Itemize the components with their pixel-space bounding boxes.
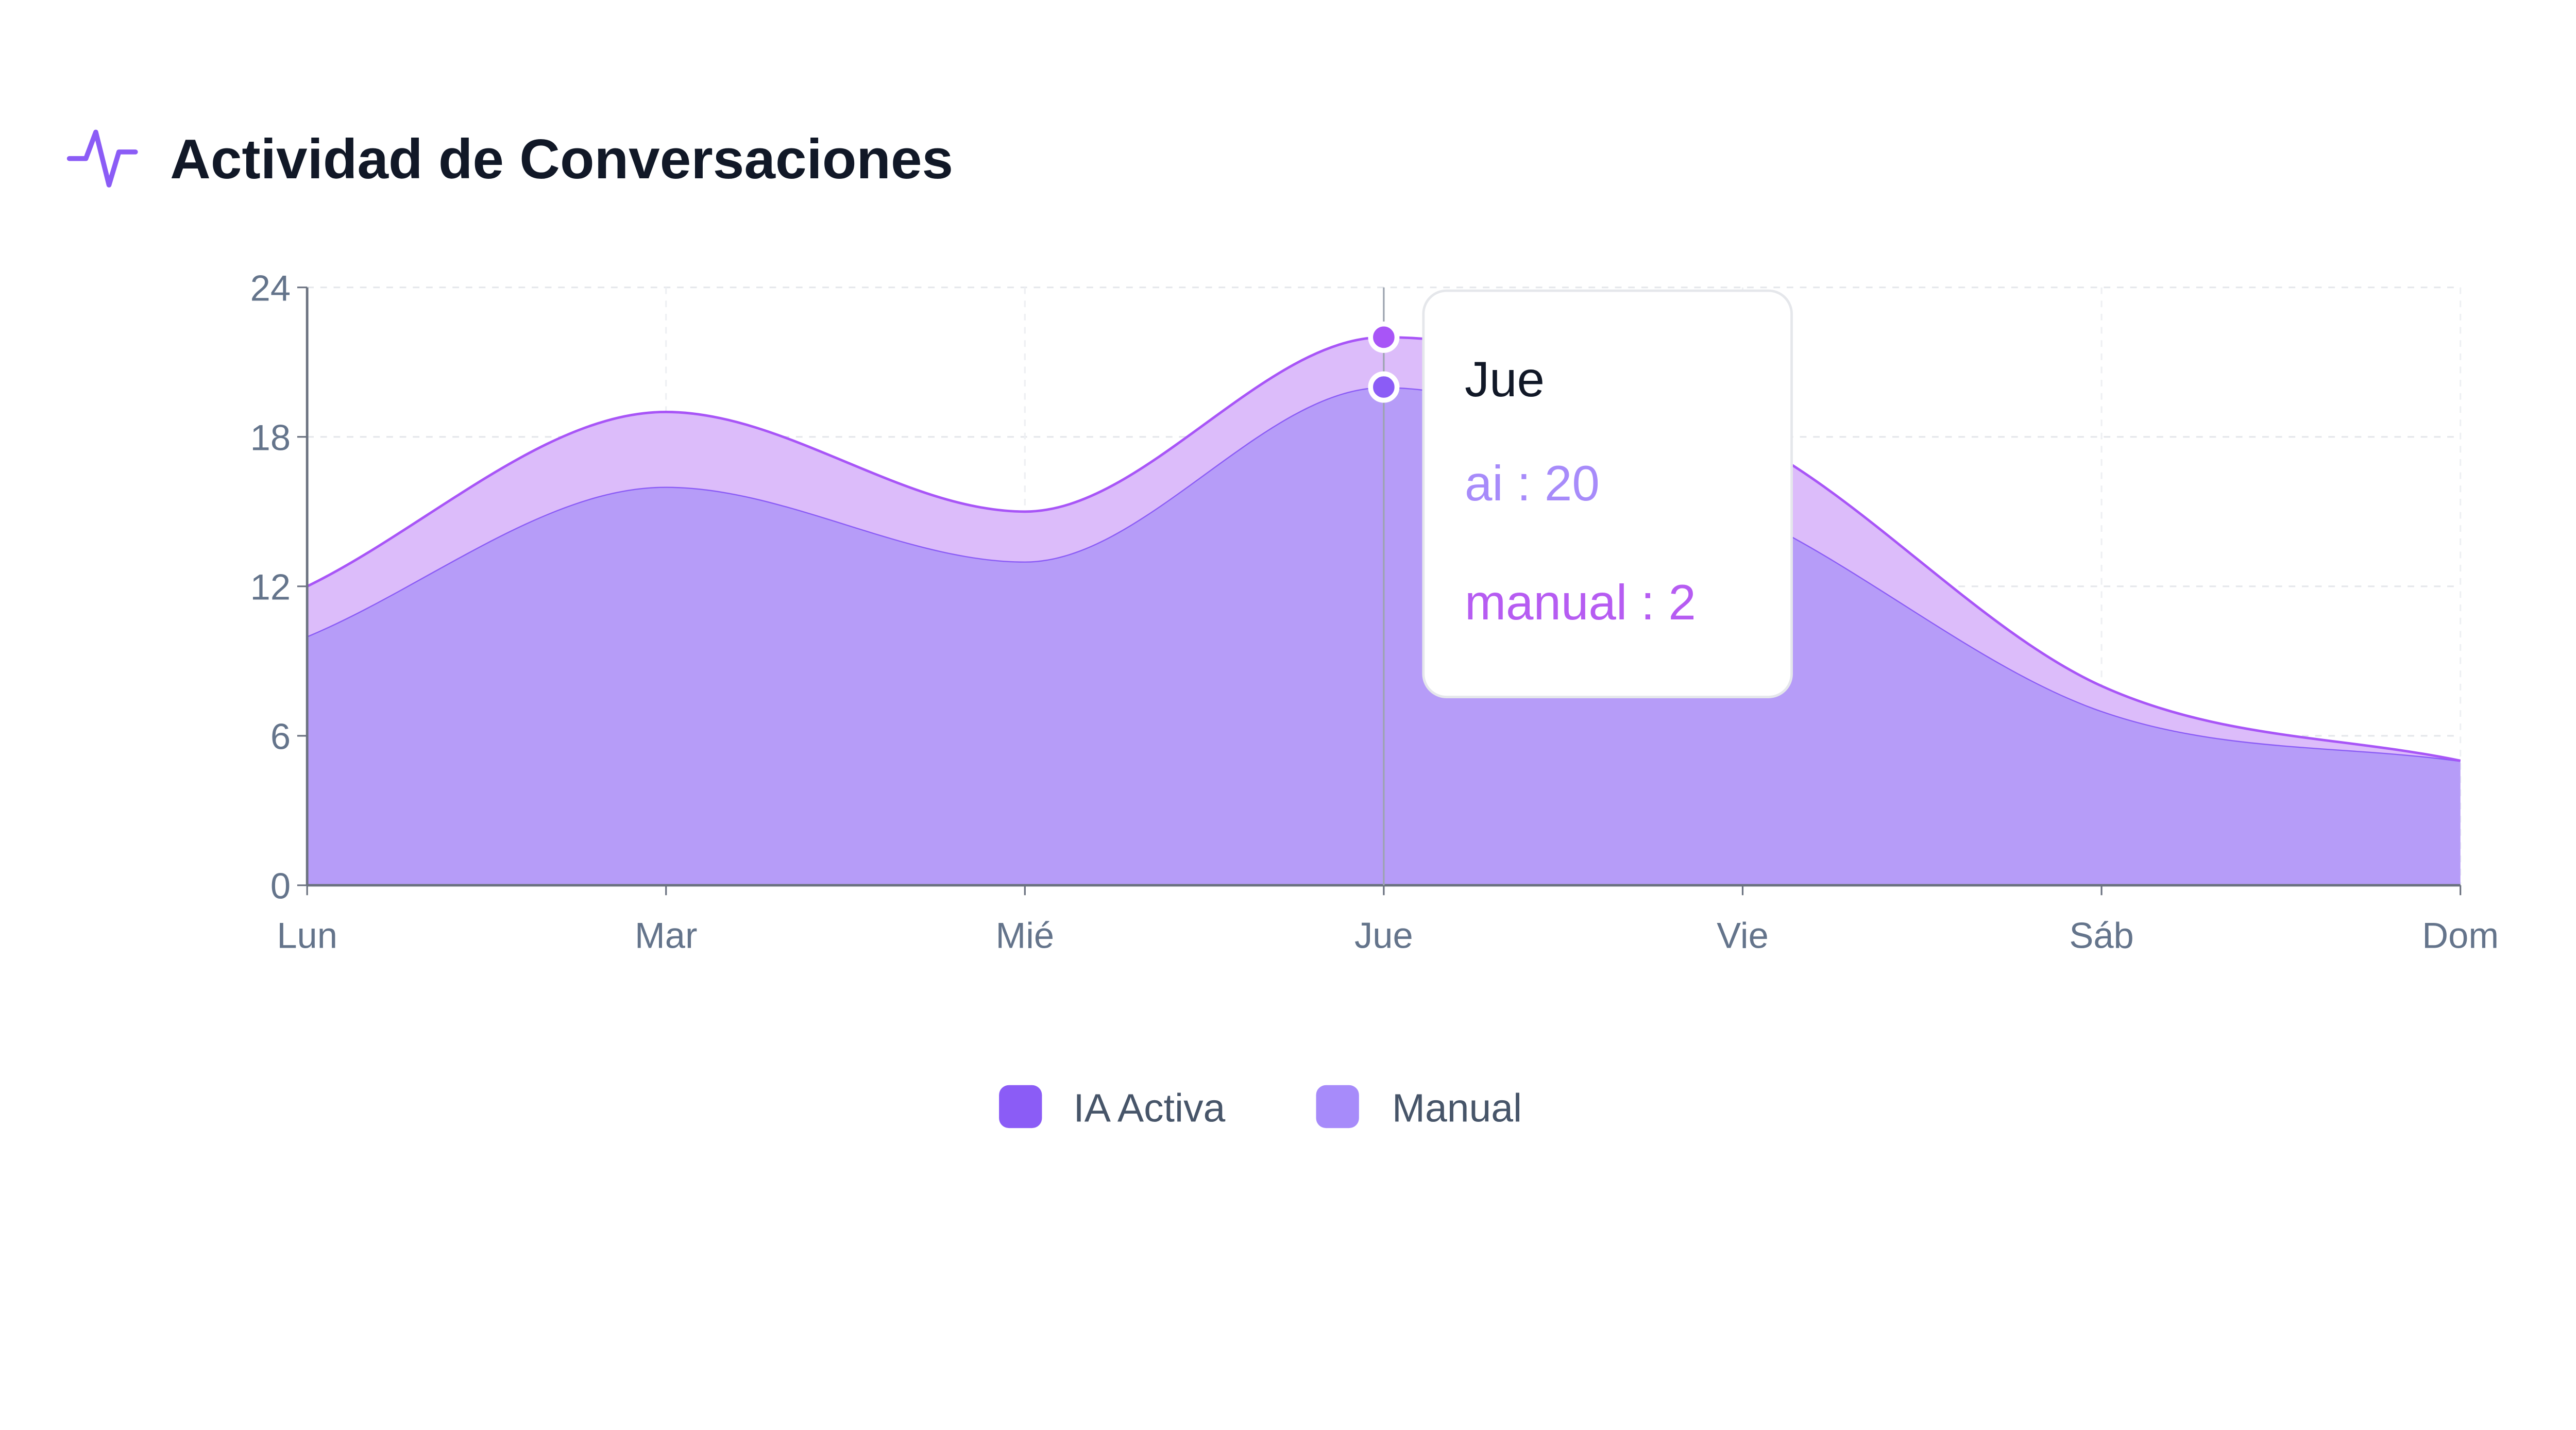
x-tick-label: Dom	[2422, 915, 2499, 956]
x-tick-label: Vie	[1717, 915, 1769, 956]
legend-swatch-ia-activa	[999, 1085, 1042, 1129]
activity-icon	[66, 129, 138, 188]
conversation-activity-chart: Actividad de Conversaciones 0 6 12 18 24 Lun M…	[66, 128, 2499, 1131]
tooltip-manual-value: manual : 2	[1465, 575, 1696, 630]
axes: 0 6 12 18 24 Lun Mar Mié Jue Vie Sáb Dom	[250, 267, 2499, 955]
y-tick-label: 6	[270, 716, 291, 757]
legend-label: IA Activa	[1073, 1086, 1225, 1130]
legend: IA Activa Manual	[999, 1085, 1522, 1131]
y-tick-label: 0	[270, 866, 291, 906]
tooltip-cursor	[1368, 287, 1400, 885]
y-tick-label: 18	[250, 417, 291, 458]
legend-item-ia-activa[interactable]: IA Activa	[999, 1085, 1226, 1131]
x-tick-label: Jue	[1354, 915, 1413, 956]
legend-label: Manual	[1392, 1086, 1522, 1130]
tooltip: Jue ai : 20 manual : 2	[1422, 289, 1793, 698]
legend-item-manual[interactable]: Manual	[1316, 1085, 1522, 1131]
y-tick-label: 24	[250, 267, 291, 308]
x-tick-label: Sáb	[2069, 915, 2133, 956]
tooltip-title: Jue	[1465, 352, 1545, 407]
legend-swatch-manual	[1316, 1085, 1359, 1129]
active-dot-ai	[1368, 371, 1400, 403]
active-dot-manual	[1368, 321, 1400, 353]
x-tick-label: Mié	[996, 915, 1055, 956]
tooltip-ai-value: ai : 20	[1465, 456, 1600, 511]
x-tick-label: Mar	[635, 915, 697, 956]
y-tick-label: 12	[250, 566, 291, 607]
chart-title: Actividad de Conversaciones	[170, 128, 953, 191]
x-tick-label: Lun	[277, 915, 337, 956]
